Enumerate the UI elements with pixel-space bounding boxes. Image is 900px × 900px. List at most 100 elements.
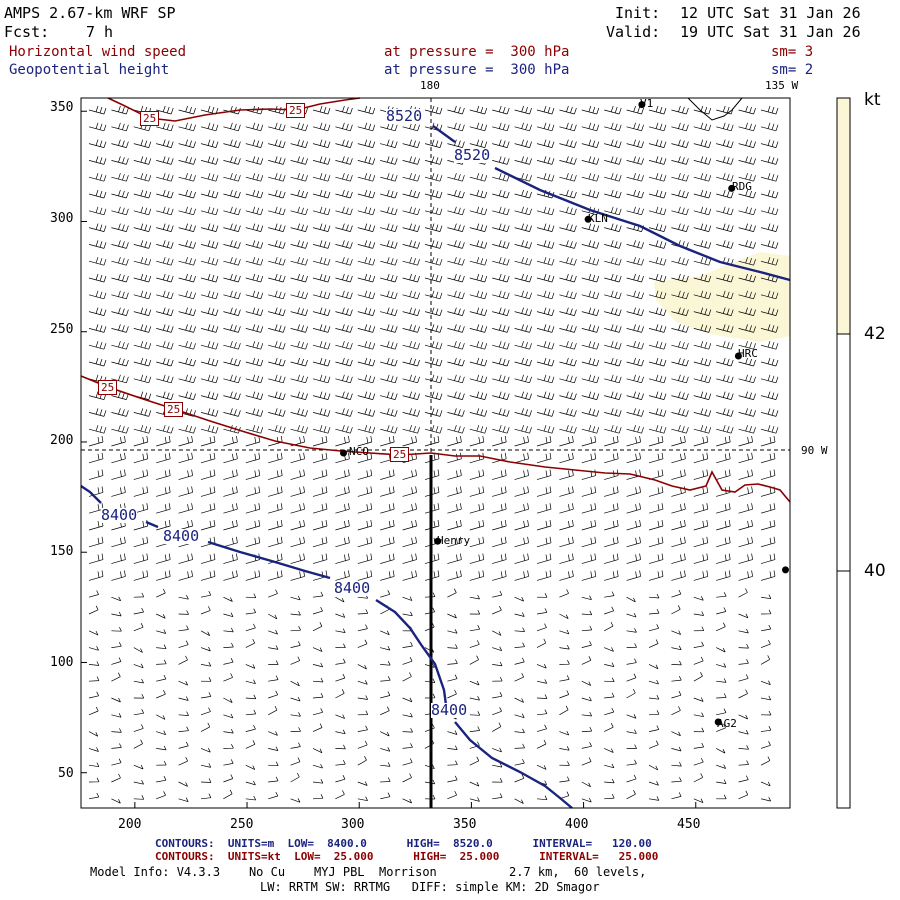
wind-barb: [536, 679, 548, 684]
wind-barb: [514, 612, 525, 617]
wind-barb: [200, 452, 216, 464]
wind-barb: [738, 674, 749, 682]
wind-barb: [335, 408, 353, 417]
wind-barb: [447, 435, 462, 447]
wind-barb: [716, 122, 734, 132]
wind-barb: [312, 223, 331, 232]
wind-barb: [335, 156, 353, 165]
wind-barb: [626, 452, 641, 464]
wind-barb: [469, 391, 488, 400]
wind-barb: [245, 795, 257, 801]
wind-barb: [111, 536, 126, 548]
wind-barb: [671, 630, 682, 635]
wind-barb: [290, 257, 308, 266]
wind-barb: [469, 374, 488, 384]
wind-barb: [223, 570, 238, 581]
init-label: Init:: [615, 4, 661, 22]
y-tick-label-150: 150: [50, 544, 74, 559]
footer-contour-height: CONTOURS: UNITS=m LOW= 8400.0 HIGH= 8520…: [155, 837, 652, 850]
wind-barb: [626, 240, 644, 249]
wind-barb: [245, 740, 256, 749]
wind-barb: [447, 273, 465, 283]
wind-barb: [738, 173, 756, 182]
wind-barb: [357, 570, 373, 581]
wind-barb: [581, 425, 600, 434]
wind-barb: [648, 519, 664, 531]
wind-barb: [156, 674, 167, 682]
wind-barb: [626, 156, 644, 165]
wind-barb: [335, 503, 350, 514]
wind-barb: [312, 435, 328, 447]
wind-barb: [492, 173, 510, 182]
wind-barb: [200, 503, 216, 514]
wind-barb: [245, 570, 261, 581]
wind-barb: [133, 324, 152, 333]
wind-barb: [88, 139, 107, 148]
valid-time: 19 UTC Sat 31 Jan 26: [680, 23, 861, 41]
wind-barb: [447, 570, 462, 581]
wind-barb: [604, 748, 614, 753]
wind-barb: [268, 240, 286, 249]
wind-barb: [200, 257, 219, 266]
wind-barb: [559, 156, 577, 165]
wind-barb: [88, 391, 107, 400]
wind-barb: [200, 290, 219, 300]
wind-barb: [514, 435, 529, 447]
wind-barb: [514, 642, 525, 648]
wind-barb: [111, 324, 129, 333]
wind-barb: [626, 435, 641, 447]
wind-barb: [402, 324, 420, 333]
station-marker-rdg: [728, 184, 736, 192]
wind-barb: [200, 570, 216, 581]
wind-barb: [671, 792, 682, 800]
wind-barb: [648, 796, 660, 801]
wind-barb: [514, 486, 529, 497]
wind-barb: [738, 659, 749, 665]
wind-barb: [514, 672, 525, 682]
wind-barb: [335, 435, 350, 447]
wind-barb: [424, 435, 440, 447]
wind-barb: [559, 357, 577, 367]
wind-barb: [200, 139, 219, 148]
meridian-180-label: 180: [420, 79, 440, 92]
wind-barb: [402, 139, 420, 148]
wind-barb: [671, 469, 686, 480]
wind-barb: [223, 122, 241, 132]
wind-barb: [223, 744, 234, 749]
colorbar-level-42: 42: [864, 324, 886, 344]
wind-barb: [156, 341, 174, 350]
wind-barb: [447, 659, 458, 665]
wind-barb: [335, 290, 353, 300]
wind-barb: [738, 790, 749, 800]
wind-barb: [693, 798, 704, 804]
station-label-hrc: HRC: [738, 347, 758, 360]
wind-barb: [133, 724, 144, 732]
wind-barb: [424, 425, 443, 434]
wind-barb: [536, 206, 555, 216]
wind-barb: [648, 624, 660, 632]
wind-barb: [760, 189, 779, 199]
wind-barb: [447, 122, 465, 132]
wind-barb: [447, 644, 458, 649]
wind-barb: [380, 762, 391, 767]
wind-barb: [492, 341, 510, 350]
wind-barb: [111, 425, 129, 434]
wind-barb: [380, 691, 391, 699]
wind-barb: [245, 425, 264, 434]
station-marker-unnamed-7: [782, 566, 789, 574]
wind-barb: [290, 757, 301, 766]
wind-barb: [335, 324, 353, 333]
wind-barb: [133, 739, 143, 749]
wind-barb: [335, 596, 345, 603]
wind-barb: [469, 486, 485, 497]
wind-barb: [716, 357, 734, 367]
wind-barb: [111, 391, 129, 400]
wind-barb: [514, 357, 532, 367]
wind-barb: [380, 590, 391, 598]
wind-barb: [88, 206, 107, 216]
wind-barb: [111, 486, 126, 497]
wind-barb: [693, 697, 704, 702]
wind-barb: [581, 711, 593, 717]
wind-barb: [536, 724, 547, 732]
wind-barb: [716, 663, 727, 668]
